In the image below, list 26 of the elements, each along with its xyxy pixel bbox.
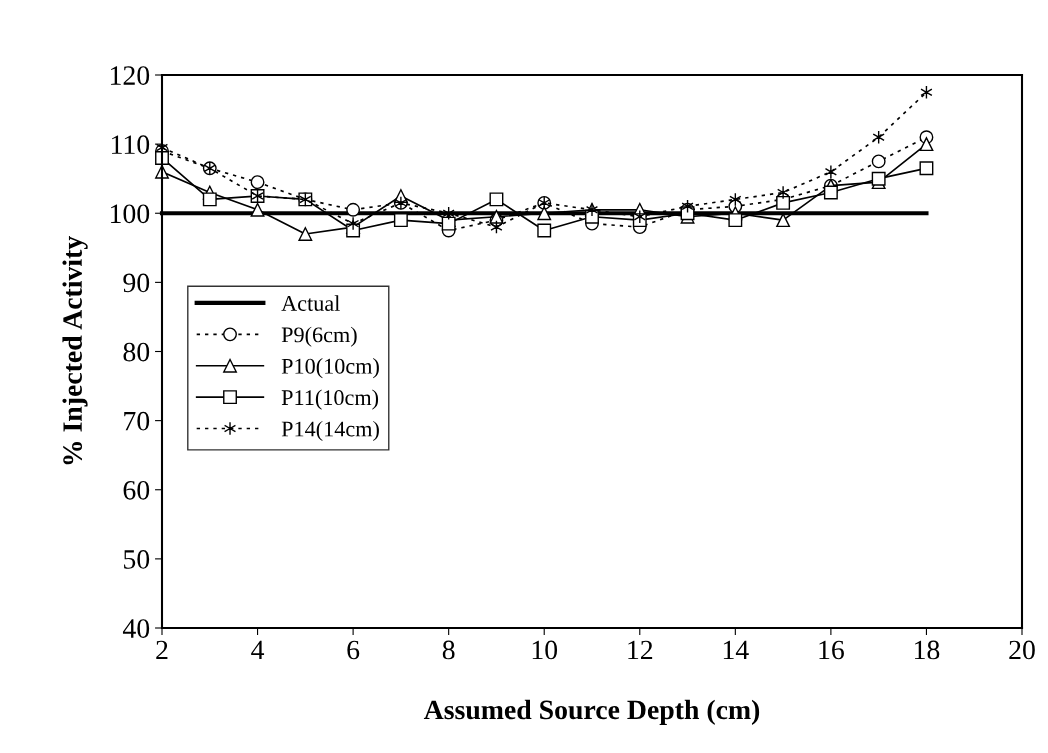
y-tick-label: 80 [123,342,150,362]
y-axis-title: % Injected Activity [62,236,88,465]
x-tick-label: 2 [156,640,168,660]
legend-label: Actual [281,295,340,311]
x-tick-label: 8 [442,640,455,660]
legend-label: P10(10cm) [281,358,379,379]
x-axis-title: Assumed Source Depth (cm) [423,699,760,725]
y-tick-label: 60 [123,480,150,500]
y-tick-label: 90 [123,273,150,293]
y-tick-label: 110 [112,135,150,155]
x-tick-label: 20 [1009,640,1035,660]
y-tick-label: 70 [124,411,150,431]
x-tick-label: 14 [723,640,749,660]
y-tick-label: 50 [124,550,150,569]
y-tick-label: 120 [110,66,150,85]
legend-label: P11(10cm) [281,389,379,410]
x-tick-label: 12 [628,640,653,660]
x-tick-label: 10 [532,640,558,660]
y-tick-label: 40 [122,619,150,638]
legend-label: P14(14cm) [281,420,379,442]
x-tick-label: 4 [251,640,265,660]
x-tick-label: 18 [915,640,940,660]
legend-label: P9(6cm) [281,326,357,347]
x-tick-label: 16 [819,640,844,660]
y-tick-label: 100 [110,204,150,224]
x-tick-label: 6 [347,640,360,660]
